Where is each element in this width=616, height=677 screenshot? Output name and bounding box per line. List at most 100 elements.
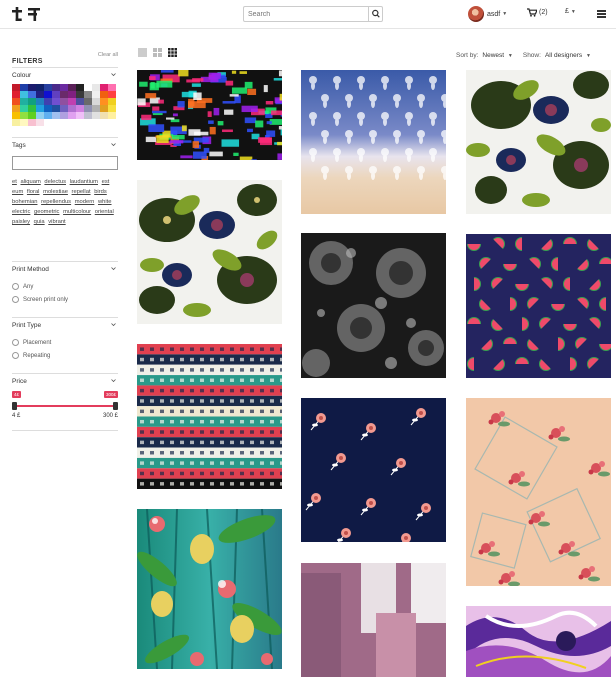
colour-swatch[interactable] xyxy=(68,84,76,91)
colour-swatch[interactable] xyxy=(28,84,36,91)
colour-swatch[interactable] xyxy=(68,105,76,112)
colour-swatch[interactable] xyxy=(84,84,92,91)
colour-swatch[interactable] xyxy=(92,91,100,98)
colour-swatch[interactable] xyxy=(100,112,108,119)
tag-link[interactable]: quia xyxy=(33,219,45,225)
colour-swatch[interactable] xyxy=(36,98,44,105)
colour-swatch[interactable] xyxy=(60,105,68,112)
tag-link[interactable]: laudantium xyxy=(69,179,98,185)
colour-swatch[interactable] xyxy=(28,91,36,98)
tag-link[interactable]: electric xyxy=(12,209,31,215)
colour-swatch[interactable] xyxy=(44,98,52,105)
colour-swatch[interactable] xyxy=(20,84,28,91)
print-type-label[interactable]: Print Type xyxy=(12,322,42,329)
colour-swatch[interactable] xyxy=(60,84,68,91)
product-tile-navy-rose[interactable] xyxy=(301,398,446,542)
tag-link[interactable]: oriental xyxy=(94,209,114,215)
colour-swatch[interactable] xyxy=(108,84,116,91)
colour-swatch[interactable] xyxy=(84,91,92,98)
colour-swatch[interactable] xyxy=(44,91,52,98)
user-menu[interactable]: asdf ▼ xyxy=(468,5,507,23)
colour-swatch[interactable] xyxy=(76,105,84,112)
colour-swatch[interactable] xyxy=(52,112,60,119)
colour-swatch[interactable] xyxy=(92,98,100,105)
product-tile-tropical[interactable] xyxy=(137,509,282,669)
small-grid-view-icon[interactable] xyxy=(168,48,177,57)
repeating-radio[interactable]: Repeating xyxy=(12,349,118,362)
tag-link[interactable]: white xyxy=(97,199,112,205)
placement-radio[interactable]: Placement xyxy=(12,336,118,349)
colour-swatch[interactable] xyxy=(52,105,60,112)
colour-swatch[interactable] xyxy=(108,105,116,112)
currency-selector[interactable]: £ ▼ xyxy=(565,8,576,15)
colour-swatch[interactable] xyxy=(44,105,52,112)
colour-swatch[interactable] xyxy=(20,112,28,119)
colour-swatch[interactable] xyxy=(44,112,52,119)
colour-swatch[interactable] xyxy=(12,91,20,98)
tag-link[interactable]: delectus xyxy=(44,179,66,185)
colour-swatch[interactable] xyxy=(20,105,28,112)
product-tile-blue-damask[interactable] xyxy=(301,70,446,214)
cart-button[interactable]: (2) xyxy=(527,8,548,17)
colour-swatch[interactable] xyxy=(92,112,100,119)
colour-swatch[interactable] xyxy=(100,105,108,112)
product-tile-mauve-brush[interactable] xyxy=(301,563,446,677)
colour-swatch[interactable] xyxy=(76,98,84,105)
tag-link[interactable]: multicolour xyxy=(63,209,92,215)
product-tile-dark-floral[interactable] xyxy=(301,233,446,378)
tag-link[interactable]: est xyxy=(101,179,110,185)
colour-swatch[interactable] xyxy=(84,105,92,112)
colour-swatch[interactable] xyxy=(60,91,68,98)
tag-link[interactable]: birds xyxy=(94,189,107,195)
price-range-slider[interactable]: 4£ 300£ 4 £ 300 £ xyxy=(12,387,118,419)
tag-link[interactable]: bohemian xyxy=(12,199,38,205)
designer-dropdown[interactable]: All designers ▼ xyxy=(545,52,591,59)
colour-swatch[interactable] xyxy=(76,84,84,91)
product-tile-watermelon[interactable] xyxy=(466,234,611,378)
tags-filter-label[interactable]: Tags xyxy=(12,142,26,149)
medium-grid-view-icon[interactable] xyxy=(153,48,162,57)
colour-swatch[interactable] xyxy=(100,84,108,91)
colour-swatch[interactable] xyxy=(68,98,76,105)
colour-swatch[interactable] xyxy=(100,91,108,98)
colour-swatch[interactable] xyxy=(92,84,100,91)
price-filter-label[interactable]: Price xyxy=(12,378,27,385)
product-tile-paisley-birds-2[interactable] xyxy=(466,70,611,214)
colour-swatch[interactable] xyxy=(108,112,116,119)
print-method-label[interactable]: Print Method xyxy=(12,266,49,273)
price-max-handle[interactable] xyxy=(113,402,118,410)
colour-swatch[interactable] xyxy=(12,112,20,119)
tags-search-input[interactable] xyxy=(12,156,118,170)
large-grid-view-icon[interactable] xyxy=(138,48,147,57)
tag-link[interactable]: repellendus xyxy=(41,199,72,205)
product-tile-peach-floral[interactable] xyxy=(466,398,611,586)
product-tile-purple-marble[interactable] xyxy=(466,606,611,677)
price-min-handle[interactable] xyxy=(12,402,17,410)
colour-swatch[interactable] xyxy=(36,105,44,112)
colour-swatch[interactable] xyxy=(12,119,20,126)
colour-swatch[interactable] xyxy=(52,84,60,91)
tag-link[interactable]: molestiae xyxy=(43,189,68,195)
colour-swatch[interactable] xyxy=(68,112,76,119)
colour-swatch[interactable] xyxy=(44,84,52,91)
search-button[interactable] xyxy=(368,7,382,21)
tag-link[interactable]: modern xyxy=(74,199,95,205)
colour-swatch[interactable] xyxy=(84,112,92,119)
colour-swatch[interactable] xyxy=(28,98,36,105)
colour-swatch[interactable] xyxy=(108,98,116,105)
tag-link[interactable]: paisley xyxy=(12,219,31,225)
tag-link[interactable]: aliquam xyxy=(20,179,41,185)
product-tile-ethnic-stripe[interactable] xyxy=(137,344,282,489)
tag-link[interactable]: eum xyxy=(12,189,24,195)
colour-swatch[interactable] xyxy=(60,112,68,119)
print-method-screen-radio[interactable]: Screen print only xyxy=(12,293,118,306)
colour-swatch[interactable] xyxy=(60,98,68,105)
colour-swatch[interactable] xyxy=(12,105,20,112)
tag-link[interactable]: vibrant xyxy=(48,219,66,225)
colour-filter-label[interactable]: Colour xyxy=(12,72,32,79)
colour-swatch[interactable] xyxy=(36,84,44,91)
colour-swatch[interactable] xyxy=(52,91,60,98)
tag-link[interactable]: geometric xyxy=(34,209,60,215)
product-tile-paisley-birds[interactable] xyxy=(137,180,282,324)
chevron-down-icon[interactable] xyxy=(111,378,116,383)
